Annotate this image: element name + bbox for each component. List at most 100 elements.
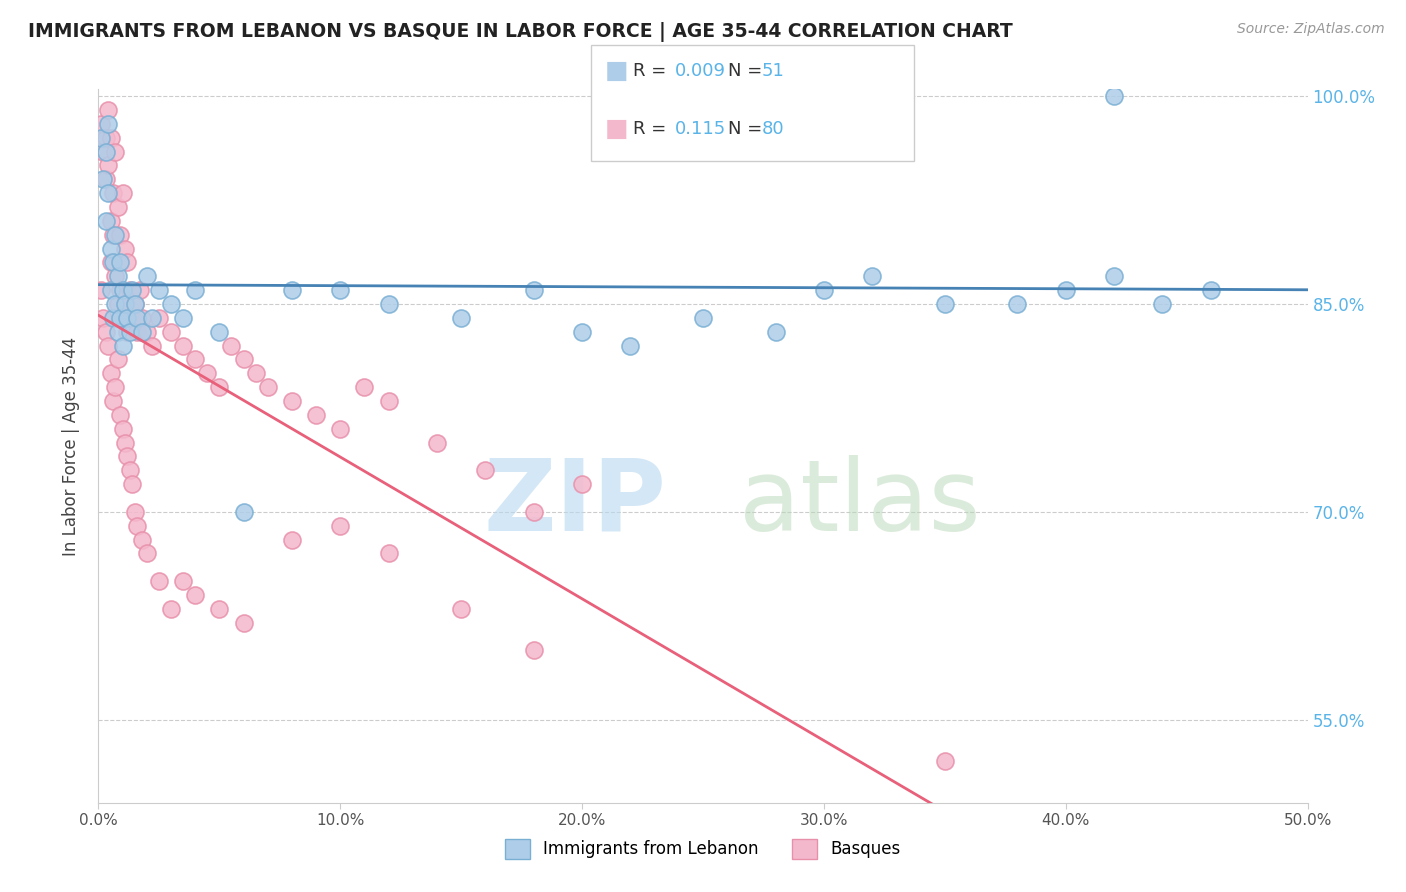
- Point: [135, 546, 157, 560]
- Text: N =: N =: [728, 62, 768, 80]
- Point: [124, 505, 146, 519]
- Point: [131, 533, 153, 547]
- Point: [97, 338, 120, 352]
- Point: [128, 283, 150, 297]
- Point: [377, 546, 399, 560]
- Point: [91, 145, 114, 159]
- Text: 51: 51: [762, 62, 785, 80]
- Point: [94, 145, 117, 159]
- Point: [94, 325, 117, 339]
- Point: [100, 283, 122, 297]
- Point: [135, 325, 157, 339]
- Point: [765, 325, 787, 339]
- Point: [100, 130, 122, 145]
- Point: [101, 394, 124, 409]
- Point: [232, 615, 254, 630]
- Point: [107, 352, 129, 367]
- Point: [111, 310, 134, 325]
- Point: [148, 574, 170, 588]
- Point: [1102, 89, 1125, 103]
- Point: [135, 269, 157, 284]
- Point: [114, 435, 136, 450]
- Point: [104, 145, 127, 159]
- Text: ■: ■: [605, 118, 628, 141]
- Point: [111, 338, 134, 352]
- Point: [172, 338, 194, 352]
- Point: [353, 380, 375, 394]
- Text: R =: R =: [633, 120, 678, 138]
- Point: [107, 325, 129, 339]
- Point: [127, 325, 149, 339]
- Point: [118, 325, 141, 339]
- Point: [90, 283, 112, 297]
- Point: [131, 310, 153, 325]
- Point: [104, 227, 127, 242]
- Point: [232, 352, 254, 367]
- Text: 80: 80: [762, 120, 785, 138]
- Text: Source: ZipAtlas.com: Source: ZipAtlas.com: [1237, 22, 1385, 37]
- Point: [100, 214, 122, 228]
- Point: [124, 297, 146, 311]
- Point: [305, 408, 328, 422]
- Point: [934, 297, 956, 311]
- Point: [107, 269, 129, 284]
- Point: [195, 366, 218, 380]
- Point: [121, 310, 143, 325]
- Point: [813, 283, 835, 297]
- Point: [114, 297, 136, 311]
- Point: [117, 325, 139, 339]
- Point: [97, 103, 120, 117]
- Point: [97, 158, 120, 172]
- Text: ZIP: ZIP: [484, 455, 666, 551]
- Point: [104, 269, 127, 284]
- Point: [208, 380, 231, 394]
- Point: [208, 602, 231, 616]
- Point: [127, 310, 149, 325]
- Legend: Immigrants from Lebanon, Basques: Immigrants from Lebanon, Basques: [499, 832, 907, 866]
- Point: [97, 117, 120, 131]
- Point: [1007, 297, 1029, 311]
- Text: R =: R =: [633, 62, 672, 80]
- Y-axis label: In Labor Force | Age 35-44: In Labor Force | Age 35-44: [62, 336, 80, 556]
- Point: [114, 297, 136, 311]
- Text: IMMIGRANTS FROM LEBANON VS BASQUE IN LABOR FORCE | AGE 35-44 CORRELATION CHART: IMMIGRANTS FROM LEBANON VS BASQUE IN LAB…: [28, 22, 1012, 42]
- Point: [100, 255, 122, 269]
- Point: [91, 310, 114, 325]
- Point: [281, 533, 304, 547]
- Point: [131, 325, 153, 339]
- Point: [160, 325, 183, 339]
- Point: [121, 283, 143, 297]
- Point: [523, 643, 546, 657]
- Point: [245, 366, 267, 380]
- Point: [377, 297, 399, 311]
- Point: [104, 380, 127, 394]
- Point: [450, 310, 472, 325]
- Point: [94, 130, 117, 145]
- Point: [111, 422, 134, 436]
- Point: [124, 297, 146, 311]
- Point: [172, 310, 194, 325]
- Point: [90, 117, 112, 131]
- Point: [117, 450, 139, 464]
- Point: [118, 283, 141, 297]
- Point: [208, 325, 231, 339]
- Text: atlas: atlas: [740, 455, 981, 551]
- Point: [160, 602, 183, 616]
- Point: [281, 394, 304, 409]
- Point: [860, 269, 883, 284]
- Point: [108, 310, 131, 325]
- Point: [108, 255, 131, 269]
- Point: [101, 186, 124, 201]
- Point: [184, 352, 207, 367]
- Point: [101, 255, 124, 269]
- Point: [117, 310, 139, 325]
- Point: [934, 754, 956, 768]
- Text: N =: N =: [728, 120, 768, 138]
- Text: ■: ■: [605, 60, 628, 83]
- Point: [108, 227, 131, 242]
- Point: [90, 130, 112, 145]
- Point: [94, 172, 117, 186]
- Point: [127, 518, 149, 533]
- Point: [329, 518, 352, 533]
- Point: [117, 255, 139, 269]
